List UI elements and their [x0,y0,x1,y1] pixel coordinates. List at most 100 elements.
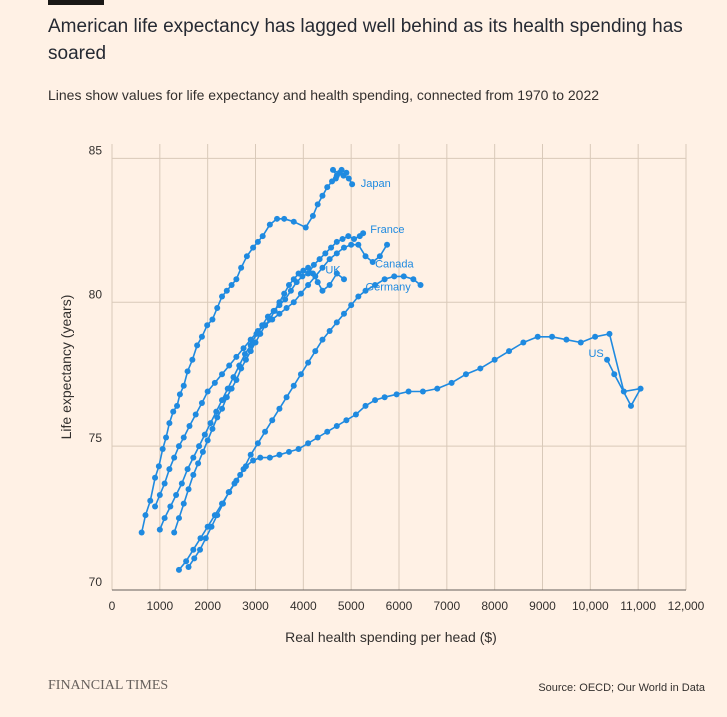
data-point-uk [214,414,221,421]
data-point-us [231,480,238,487]
data-point-canada [290,299,297,306]
data-point-canada [198,399,205,406]
data-point-canada [171,454,178,461]
data-point-uk [195,460,202,467]
label-japan: Japan [361,178,391,190]
data-point-us [191,555,198,562]
data-point-us [577,339,584,346]
data-point-canada [166,466,173,473]
data-point-canada [376,253,383,260]
data-point-japan [174,402,181,409]
data-point-uk [276,299,283,306]
data-point-canada [340,244,347,251]
data-point-uk [300,267,307,274]
x-tick-label: 11,000 [620,599,656,613]
data-point-us [592,333,599,340]
data-point-france [178,480,185,487]
data-point-germany [262,428,269,435]
data-point-uk [295,270,302,277]
data-point-us [362,402,369,409]
data-point-japan [250,244,257,251]
data-point-japan [155,463,162,470]
data-point-france [310,261,317,268]
x-tick-label: 3000 [242,599,269,613]
data-point-germany [305,359,312,366]
x-tick-label: 10,000 [572,599,609,613]
data-point-japan [333,172,340,179]
data-point-france [282,296,289,303]
data-point-france [333,238,340,245]
data-point-france [219,397,226,404]
y-axis-label: Life expectancy (years) [58,295,74,440]
data-point-japan [309,212,316,219]
data-point-france [156,526,163,533]
data-point-us [214,512,221,519]
data-point-japan [302,224,309,231]
data-point-japan [159,446,166,453]
data-point-uk [281,290,288,297]
data-point-japan [214,305,221,312]
data-point-us [448,379,455,386]
data-point-us [477,365,484,372]
x-tick-label: 5000 [338,599,365,613]
data-point-us [405,388,412,395]
data-point-france [322,250,329,257]
data-point-japan [349,181,356,188]
x-tick-label: 7000 [433,599,460,613]
data-point-japan [338,166,345,173]
data-point-japan [238,264,245,271]
data-point-uk [247,348,254,355]
data-point-canada [355,241,362,248]
data-point-japan [329,166,336,173]
data-point-japan [170,408,177,415]
data-point-us [295,446,302,453]
data-point-us [462,371,469,378]
data-point-japan [176,391,183,398]
x-tick-label: 1000 [146,599,173,613]
data-point-germany [247,451,254,458]
data-point-canada [180,434,187,441]
data-point-japan [243,253,250,260]
data-point-germany [312,348,319,355]
data-point-germany [400,273,407,280]
data-point-uk [340,276,347,283]
data-point-us [324,428,331,435]
data-point-japan [266,221,273,228]
data-point-uk [180,500,187,507]
data-point-germany [269,417,276,424]
data-point-us [620,388,627,395]
data-point-uk [319,287,326,294]
data-point-uk [238,365,245,372]
chart-title: American life expectancy has lagged well… [48,16,683,64]
data-point-germany [381,276,388,283]
data-point-uk [309,270,316,277]
y-tick-label: 70 [89,575,103,589]
data-point-germany [297,371,304,378]
data-point-france [287,287,294,294]
x-tick-label: 12,000 [668,599,705,613]
data-point-japan [194,342,201,349]
data-point-us [314,434,321,441]
label-uk: UK [325,264,341,276]
data-point-canada [161,480,168,487]
data-point-japan [152,474,159,481]
data-point-uk [175,515,182,522]
data-point-us [549,333,556,340]
data-point-germany [355,293,362,300]
data-point-japan [290,218,297,225]
data-point-uk [290,276,297,283]
label-canada: Canada [375,259,414,271]
data-point-us [257,454,264,461]
x-tick-label: 2000 [194,599,221,613]
data-point-france [351,235,358,242]
data-point-germany [183,558,190,565]
data-point-germany [417,281,424,288]
data-point-germany [254,440,261,447]
data-point-france [173,492,180,499]
data-point-canada [226,362,233,369]
data-point-us [627,402,634,409]
data-point-france [184,466,191,473]
data-point-uk [285,281,292,288]
data-point-japan [166,420,173,427]
data-point-germany [362,287,369,294]
